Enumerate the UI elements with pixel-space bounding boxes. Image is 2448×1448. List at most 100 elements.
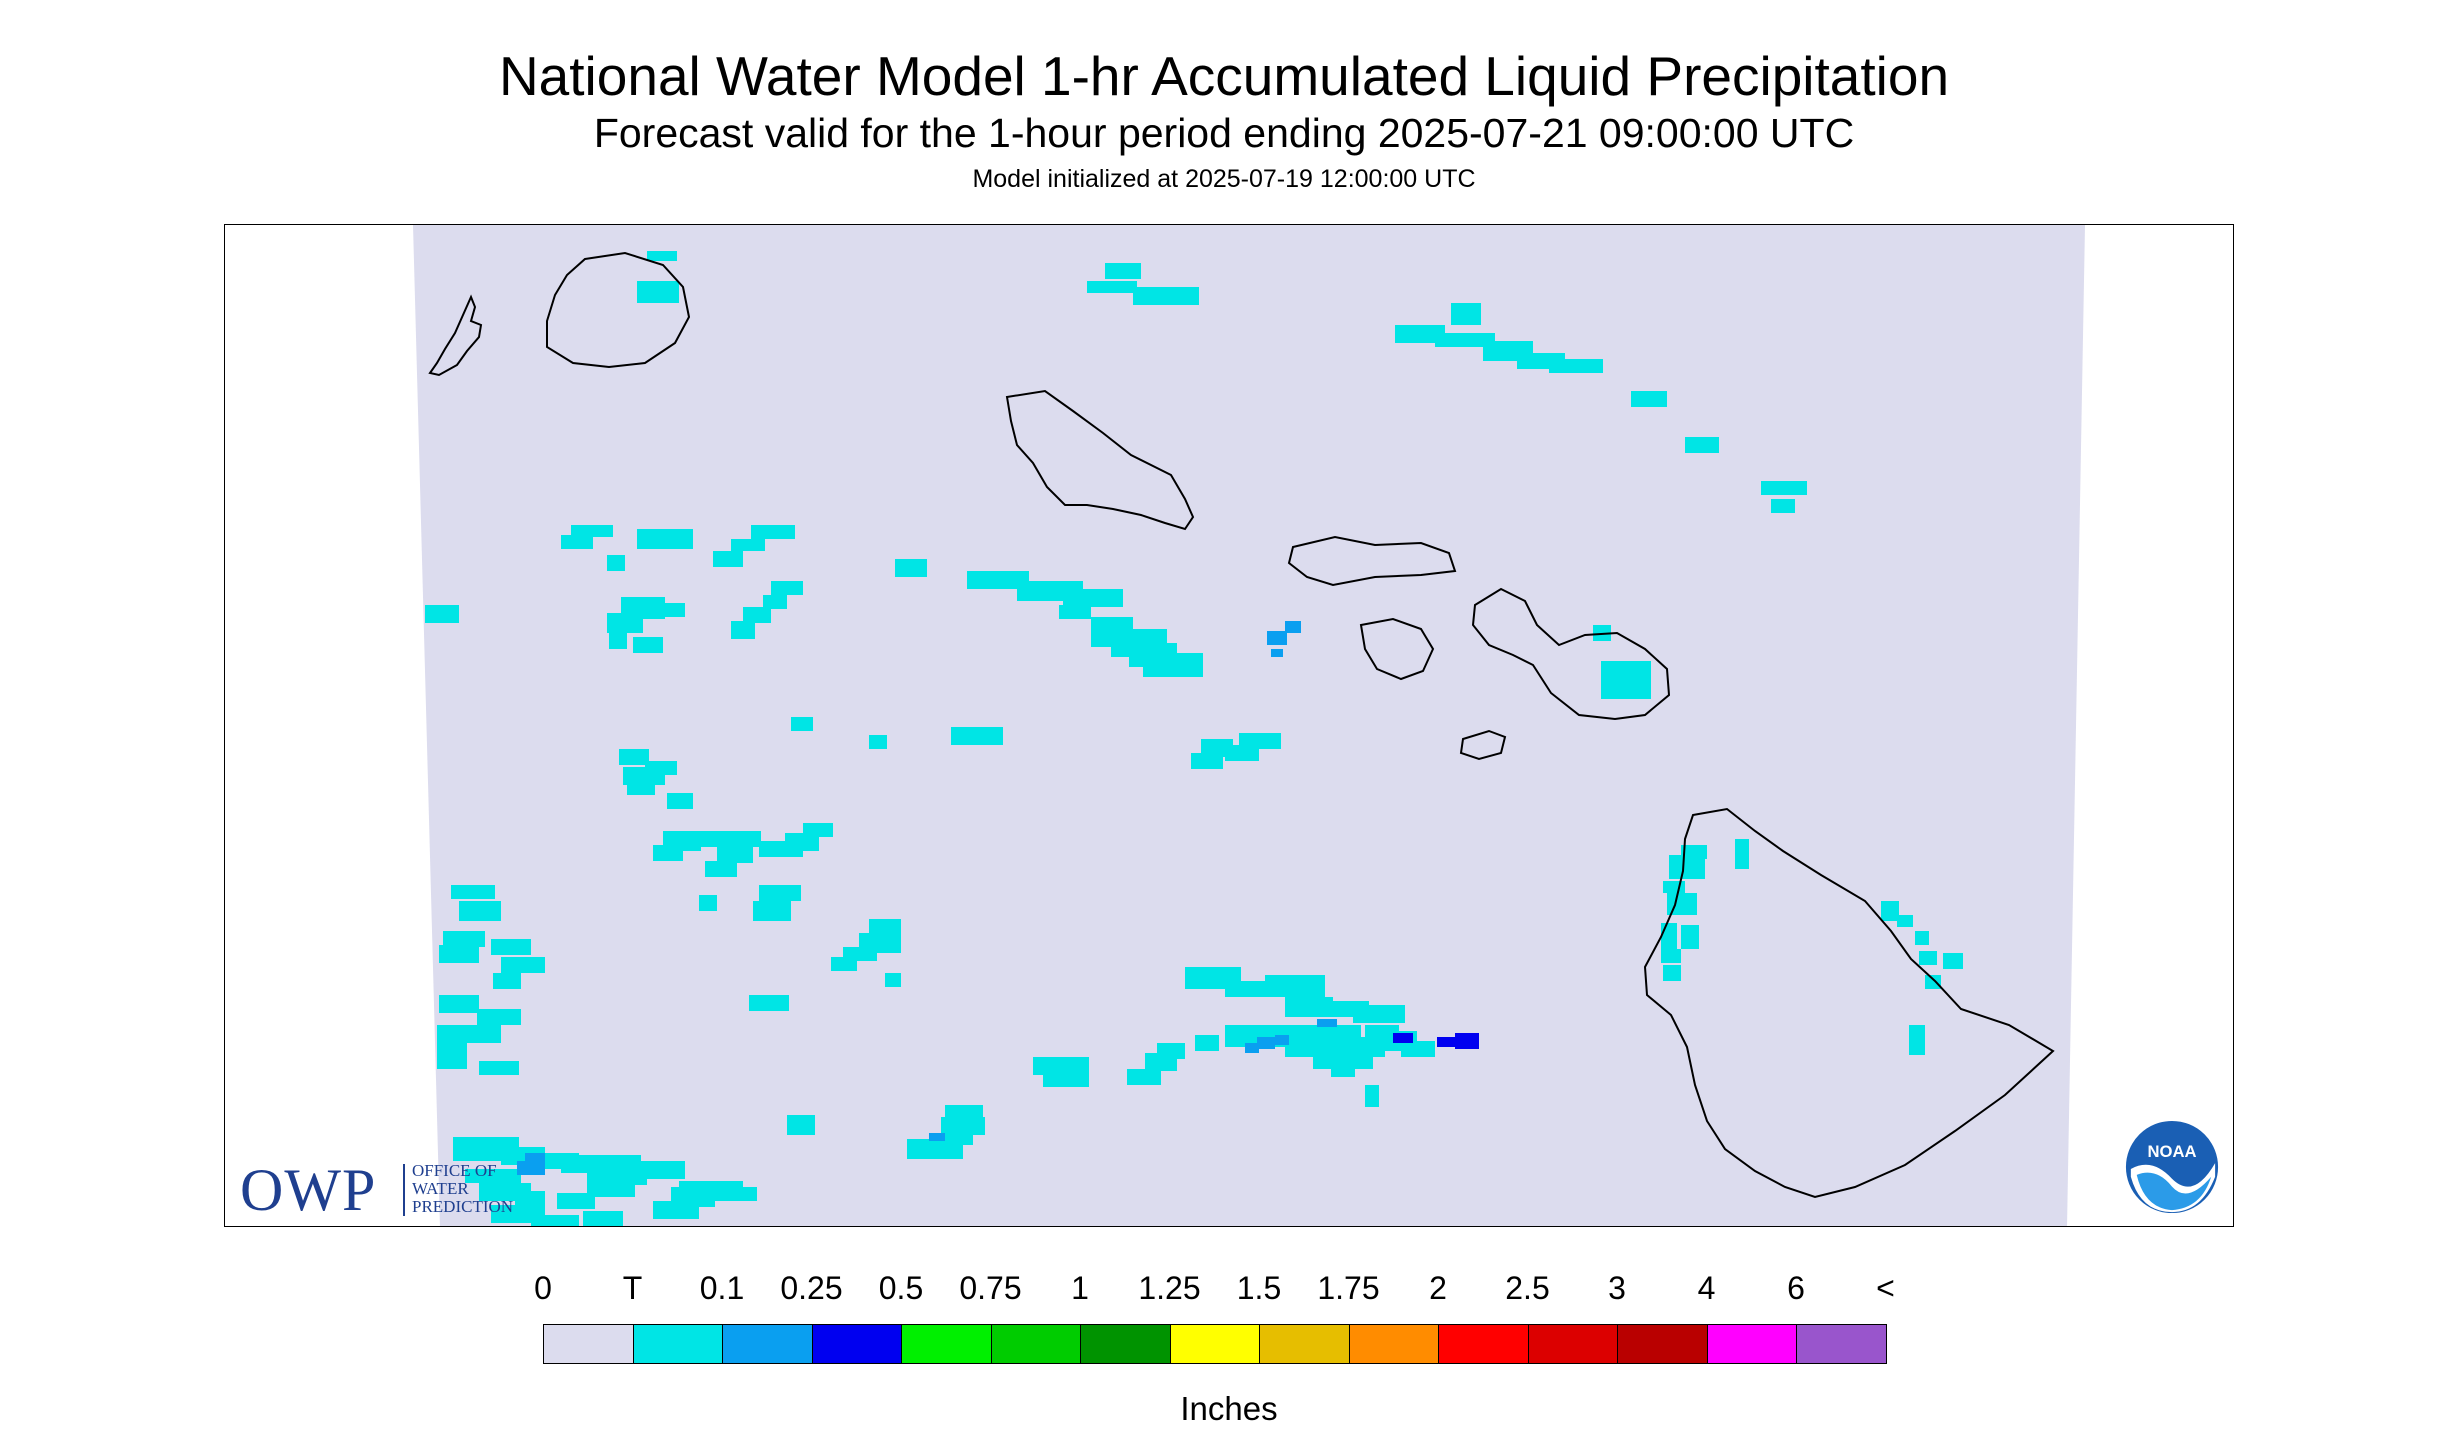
precip-cell — [1225, 745, 1259, 761]
precip-cell — [751, 525, 795, 539]
owp-logo-line: WATER — [412, 1179, 469, 1198]
precip-cell — [1667, 893, 1697, 915]
owp-logo-text: OFFICE OF WATER PREDICTION — [412, 1162, 513, 1216]
precip-cell — [753, 901, 791, 921]
precip-cell — [1265, 975, 1325, 997]
precip-cell — [1681, 925, 1699, 949]
legend-swatch — [722, 1324, 813, 1364]
precip-cell — [609, 633, 627, 649]
precip-cell — [699, 895, 717, 911]
precip-cell — [1353, 1005, 1405, 1023]
precip-cell — [633, 637, 663, 653]
precip-cell — [1451, 303, 1481, 325]
legend-tick-label: 6 — [1787, 1270, 1805, 1306]
precip-cell — [1105, 263, 1141, 279]
precip-cell — [1245, 1043, 1259, 1053]
noaa-logo: NOAA — [2123, 1118, 2221, 1216]
precip-cell — [1285, 621, 1301, 633]
precip-cell — [437, 1025, 501, 1043]
precip-cell — [951, 727, 1003, 745]
precip-cell — [715, 1187, 757, 1201]
precip-cell — [885, 973, 901, 987]
precip-cell — [1761, 481, 1807, 495]
precip-cell — [1605, 679, 1641, 695]
precip-cell — [637, 281, 679, 303]
precip-cell — [1087, 281, 1137, 293]
legend-tick-label: 1.5 — [1236, 1270, 1282, 1306]
precip-cell — [607, 555, 625, 571]
precip-cell — [803, 823, 833, 837]
precip-cell — [1661, 949, 1681, 963]
precip-cell — [1043, 1071, 1089, 1087]
precip-cell — [1365, 1085, 1379, 1107]
legend-tick-label: 1.75 — [1317, 1270, 1380, 1306]
maui-outline — [1471, 587, 1671, 721]
precip-cell — [759, 885, 801, 901]
precip-cell — [1943, 953, 1963, 969]
precip-cell — [1145, 1053, 1177, 1071]
color-legend: 0 T 0.1 0.25 0.5 0.75 1 1.25 1.5 1.75 2 2.5 3 4 6 < Inc… — [534, 1270, 1915, 1430]
legend-swatch — [1706, 1324, 1798, 1364]
precip-cell — [1549, 359, 1603, 373]
precip-cell — [1663, 881, 1685, 893]
legend-tick-label: 0.5 — [878, 1270, 924, 1306]
precip-cell — [439, 945, 479, 963]
precip-cell — [1919, 951, 1937, 965]
owp-logo-line: OFFICE OF — [412, 1161, 497, 1180]
legend-swatch — [543, 1324, 634, 1364]
precip-cell — [459, 901, 501, 921]
precip-cell — [1897, 915, 1913, 927]
precip-cell — [619, 749, 649, 765]
precip-cell — [1313, 1051, 1373, 1069]
precip-cell — [787, 1115, 815, 1135]
precip-cell — [501, 957, 545, 973]
precip-cell — [785, 833, 819, 851]
precip-cell — [869, 735, 887, 749]
legend-tick-label: < — [1876, 1270, 1895, 1306]
precip-cell — [525, 1153, 545, 1163]
legend-swatch — [1438, 1324, 1529, 1364]
precip-cell — [1143, 653, 1203, 677]
map-canvas — [413, 225, 2085, 1226]
precip-cell — [1275, 1035, 1289, 1045]
precip-cell — [653, 1201, 699, 1219]
precip-cell — [791, 717, 813, 731]
lanai-outline — [1359, 617, 1435, 681]
precip-cell — [831, 957, 857, 971]
precip-cell — [1401, 1041, 1435, 1057]
legend-swatch — [1348, 1324, 1440, 1364]
precip-cell — [907, 1139, 963, 1159]
legend-tick-label: 3 — [1608, 1270, 1626, 1306]
precip-cell — [1681, 845, 1707, 859]
precip-cell — [1915, 931, 1929, 945]
legend-swatch — [1796, 1324, 1887, 1364]
precip-cell — [1435, 333, 1495, 347]
precip-cell — [1685, 437, 1719, 453]
precip-cell — [1663, 965, 1681, 981]
precip-cell — [701, 831, 761, 847]
precip-cell — [771, 581, 803, 595]
legend-swatch — [1527, 1324, 1619, 1364]
precip-cell — [1455, 1033, 1479, 1049]
kauai-outline — [546, 251, 691, 369]
big-island-outline — [1643, 807, 2055, 1199]
precip-cell — [443, 931, 485, 947]
precip-cell — [1225, 981, 1273, 997]
legend-tick-label: 0.1 — [699, 1270, 745, 1306]
precip-cell — [653, 845, 683, 861]
legend-tick-label: 0 — [534, 1270, 552, 1306]
precip-cell — [607, 613, 643, 633]
precip-cell — [749, 995, 789, 1011]
precip-cell — [465, 1169, 521, 1183]
legend-tick-label: 1.25 — [1138, 1270, 1201, 1306]
legend-swatch — [1169, 1324, 1261, 1364]
precip-cell — [571, 525, 613, 537]
legend-tick-label: 0.75 — [959, 1270, 1022, 1306]
legend-tick-label: 2.5 — [1505, 1270, 1550, 1306]
legend-tick-label: 2 — [1429, 1270, 1447, 1306]
precip-cell — [1437, 1037, 1455, 1047]
owp-logo-line: PREDICTION — [412, 1197, 514, 1216]
precip-cell — [439, 995, 479, 1013]
precip-cell — [1881, 901, 1899, 921]
owp-logo-letters: OWP — [240, 1157, 377, 1223]
